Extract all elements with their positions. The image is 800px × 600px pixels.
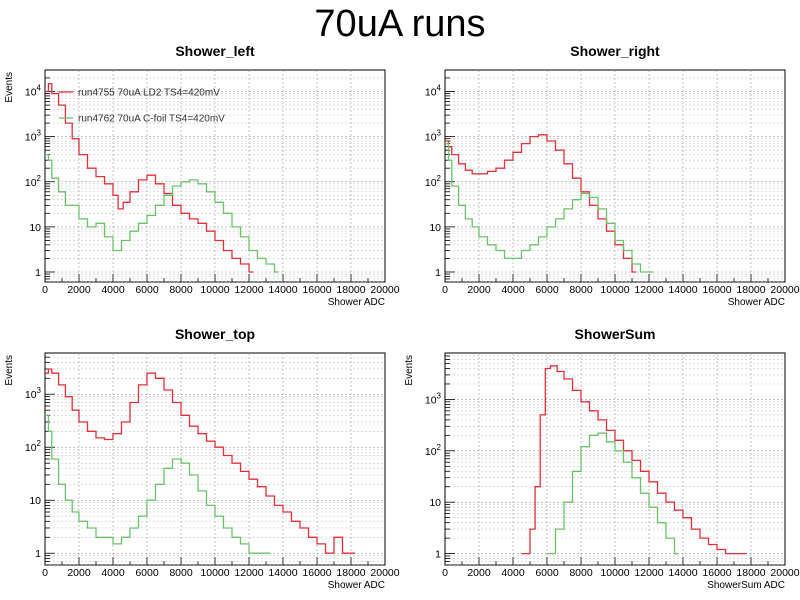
x-axis-label: Shower ADC (328, 580, 385, 591)
chart-panel-shower-right: Shower_right 0 2000 4000 6000 8000 10000 12000 1… (400, 42, 800, 312)
x-tick-label: 14000 (668, 284, 697, 296)
y-tick-label: 10 (429, 497, 441, 509)
x-tick-label: 10000 (200, 567, 229, 579)
x-tick-label: 18000 (736, 284, 765, 296)
y-tick-label: 1 (435, 267, 441, 279)
y-tick-label: 103 (425, 391, 442, 406)
x-tick-label: 14000 (668, 567, 697, 579)
x-tick-label: 4000 (101, 567, 125, 579)
x-axis-label: Shower ADC (328, 297, 385, 308)
legend-entry: run4762 70uA C-foil TS4=420mV (78, 114, 225, 125)
chart-title: Shower_top (175, 326, 255, 342)
chart-title: Shower_left (175, 43, 255, 59)
x-tick-label: 4000 (501, 284, 525, 296)
x-tick-label: 0 (42, 284, 48, 296)
series-line-green (45, 153, 279, 273)
x-tick-label: 6000 (135, 567, 159, 579)
x-tick-label: 16000 (302, 567, 331, 579)
x-tick-label: 2000 (67, 284, 91, 296)
y-tick-label: 10 (29, 222, 41, 234)
y-tick-label: 10 (429, 222, 441, 234)
chart-title: Shower_right (570, 43, 660, 59)
y-tick-label: 102 (425, 443, 442, 458)
y-tick-label: 10 (29, 495, 41, 507)
series-line-green (445, 142, 654, 273)
y-axis-label: Events (404, 355, 415, 386)
x-tick-label: 12000 (634, 567, 663, 579)
y-tick-label: 1 (35, 548, 41, 560)
series-line-red (521, 365, 747, 555)
y-tick-label: 104 (425, 84, 442, 99)
x-tick-label: 0 (442, 567, 448, 579)
chart-panel-shower-left: Shower_left 0 2000 4000 6000 8000 10000 12000 14… (0, 42, 400, 312)
chart-shower-left: Shower_left 0 2000 4000 6000 8000 10000 12000 14… (4, 43, 400, 308)
x-tick-label: 20000 (370, 284, 399, 296)
x-tick-label: 2000 (467, 284, 491, 296)
legend-entry: run4755 70uA LD2 TS4=420mV (78, 88, 220, 99)
x-tick-label: 20000 (770, 567, 799, 579)
y-tick-label: 103 (425, 129, 442, 144)
x-tick-label: 14000 (268, 567, 297, 579)
y-axis-label: Events (4, 72, 15, 103)
chart-panel-shower-sum: ShowerSum 0 2000 4000 6000 8000 10000 12000 1400… (400, 325, 800, 595)
x-tick-label: 2000 (467, 567, 491, 579)
chart-shower-right: Shower_right 0 2000 4000 6000 8000 10000 12000 1… (425, 43, 800, 308)
x-tick-label: 8000 (569, 567, 593, 579)
x-tick-label: 18000 (336, 567, 365, 579)
x-tick-label: 16000 (702, 284, 731, 296)
x-tick-label: 10000 (600, 284, 629, 296)
y-tick-label: 1 (35, 267, 41, 279)
chart-panel-shower-top: Shower_top 0 2000 4000 6000 8000 10000 12000 140… (0, 325, 400, 595)
x-tick-label: 8000 (169, 567, 193, 579)
x-tick-label: 12000 (234, 567, 263, 579)
series-line-green (45, 414, 271, 554)
series-line-green (547, 432, 679, 555)
x-axis-label: ShowerSum ADC (707, 580, 785, 591)
series-line-red (45, 368, 356, 554)
x-tick-label: 2000 (67, 567, 91, 579)
chart-shower-top: Shower_top 0 2000 4000 6000 8000 10000 12000 140… (4, 326, 400, 591)
y-tick-label: 102 (25, 439, 42, 454)
x-tick-label: 8000 (569, 284, 593, 296)
x-tick-label: 16000 (702, 567, 731, 579)
x-tick-label: 20000 (370, 567, 399, 579)
x-tick-label: 6000 (135, 284, 159, 296)
series-line-red (45, 82, 254, 273)
x-tick-label: 12000 (634, 284, 663, 296)
y-tick-label: 102 (25, 174, 42, 189)
x-tick-label: 4000 (101, 284, 125, 296)
x-tick-label: 16000 (302, 284, 331, 296)
slide-title: 70uA runs (314, 3, 486, 45)
y-tick-label: 103 (25, 386, 42, 401)
y-axis-label: Events (4, 355, 15, 386)
x-tick-label: 14000 (268, 284, 297, 296)
x-tick-label: 20000 (770, 284, 799, 296)
x-tick-label: 18000 (336, 284, 365, 296)
x-tick-label: 10000 (200, 284, 229, 296)
chart-shower-sum: ShowerSum 0 2000 4000 6000 8000 10000 12000 1400… (404, 326, 800, 591)
x-tick-label: 12000 (234, 284, 263, 296)
y-tick-label: 103 (25, 129, 42, 144)
y-tick-label: 1 (435, 549, 441, 561)
x-tick-label: 0 (42, 567, 48, 579)
x-tick-label: 0 (442, 284, 448, 296)
x-tick-label: 10000 (600, 567, 629, 579)
chart-title: ShowerSum (575, 326, 656, 342)
y-tick-label: 104 (25, 84, 42, 99)
x-tick-label: 4000 (501, 567, 525, 579)
x-tick-label: 18000 (736, 567, 765, 579)
x-tick-label: 6000 (535, 567, 559, 579)
y-tick-label: 102 (425, 174, 442, 189)
x-tick-label: 6000 (535, 284, 559, 296)
x-tick-label: 8000 (169, 284, 193, 296)
x-axis-label: Shower ADC (728, 297, 785, 308)
